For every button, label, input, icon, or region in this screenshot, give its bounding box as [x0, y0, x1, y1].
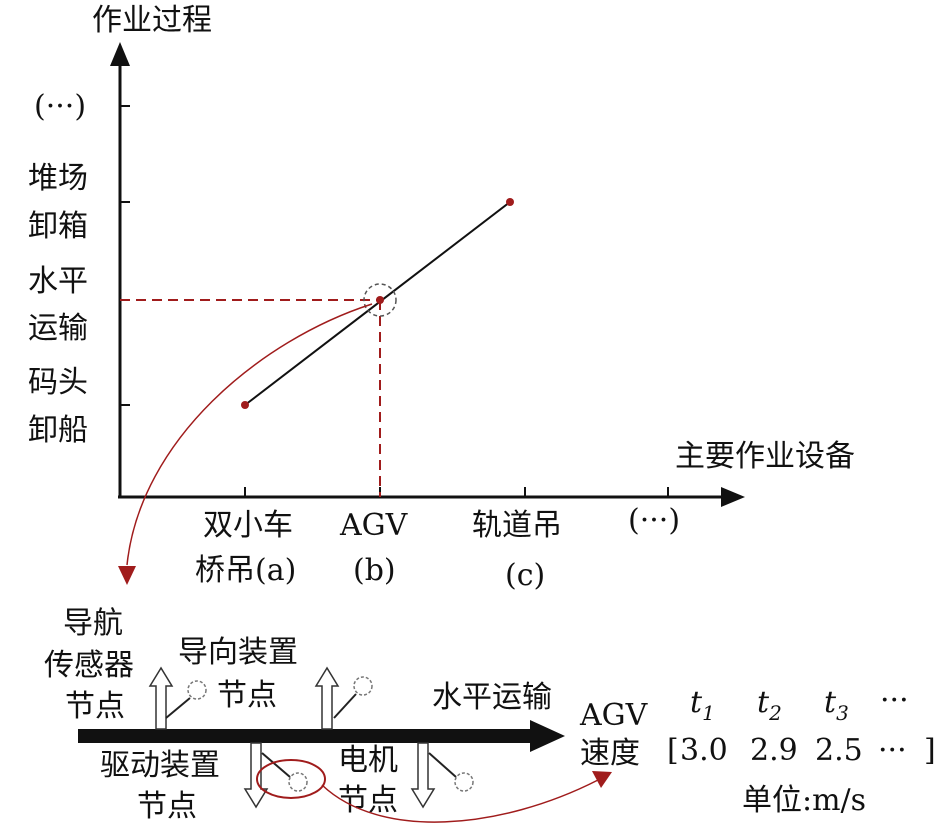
x-axis-title: 主要作业设备 — [675, 439, 855, 474]
main-arrow-label: 水平运输 — [432, 680, 552, 715]
node-drive-device: 驱动装置 节点 — [100, 742, 326, 824]
x-tick-label-3: (···) — [628, 503, 680, 538]
zoom-curve-arrowhead — [118, 566, 136, 585]
data-link-arrowhead — [592, 771, 612, 788]
y-tick-label-0-line-1: 码头 — [28, 365, 88, 400]
data-point-a — [241, 401, 249, 409]
node-label-line-1: 驱动装置 — [100, 748, 220, 783]
y-axis-title: 作业过程 — [92, 3, 212, 38]
node-circle-icon — [288, 772, 308, 792]
node-connector — [261, 752, 291, 778]
node-label-line-2: 传感器 — [44, 648, 134, 683]
speed-open-bracket: [ — [667, 733, 679, 768]
y-tick-label-3: (···) — [34, 89, 86, 124]
highlight-circle — [363, 283, 397, 317]
time-label-3: t3 — [824, 685, 849, 725]
node-label-line-1: 导航 — [63, 606, 123, 641]
speed-row-label-speed: 速度 — [580, 736, 640, 771]
y-tick-label-2-line-2: 卸箱 — [28, 209, 88, 244]
speed-unit: 单位:m/s — [742, 783, 866, 818]
x-tick-label-2-line-1: 轨道吊 — [472, 508, 562, 543]
highlight-ellipse — [256, 759, 326, 799]
node-label-line-1: 导向装置 — [178, 635, 298, 670]
y-tick-label-0-line-2: 卸船 — [28, 413, 88, 448]
node-label-line-2: 节点 — [137, 789, 197, 824]
node-connector — [428, 752, 457, 778]
speed-row-label-agv: AGV — [579, 698, 649, 733]
data-point-c — [506, 198, 514, 206]
speed-value-3: 2.5 — [815, 733, 863, 768]
zoom-curve-arrow — [126, 303, 373, 566]
time-label-2: t2 — [757, 685, 782, 725]
node-navigation-sensor: 导航 传感器 节点 — [44, 606, 207, 730]
top-chart: 作业过程 主要作业设备 码头 卸船 水平 运输 堆场 卸箱 (···) 双小车 … — [28, 3, 855, 593]
x-tick-label-1-line-1: AGV — [339, 508, 409, 543]
down-arrow-icon — [243, 742, 269, 809]
node-label-line-3: 节点 — [65, 689, 125, 724]
node-motor: 电机 节点 — [338, 742, 474, 818]
y-tick-label-2-line-1: 堆场 — [28, 161, 88, 196]
x-tick-label-1-line-2: (b) — [353, 553, 396, 588]
speed-close-bracket: ] — [924, 733, 936, 768]
time-label-1: t1 — [690, 685, 715, 725]
data-link-curve-arrow — [321, 779, 599, 823]
up-arrow-icon — [314, 666, 340, 730]
speed-table: AGV 速度 t1 t2 t3 ··· [ 3.0 2.9 2.5 ··· ] … — [579, 683, 936, 818]
main-flow-bar — [78, 729, 540, 743]
x-tick-label-0-line-2: 桥吊(a) — [195, 553, 296, 588]
y-tick-label-1-line-1: 水平 — [28, 264, 88, 299]
x-axis-arrowhead — [721, 487, 745, 507]
node-connector — [165, 697, 191, 719]
node-connector — [333, 693, 357, 719]
equipment-process-line — [244, 201, 511, 406]
node-circle-icon — [353, 676, 373, 696]
main-flow-arrowhead — [530, 720, 565, 752]
speed-value-ellipsis: ··· — [878, 733, 907, 768]
up-arrow-icon — [148, 666, 174, 730]
bottom-diagram: 水平运输 导航 传感器 节点 导向装置 节点 驱动装置 节点 — [44, 606, 936, 824]
speed-value-1: 3.0 — [680, 733, 728, 768]
x-tick-label-2-line-2: (c) — [505, 558, 545, 593]
node-circle-icon — [454, 772, 474, 792]
down-arrow-icon — [410, 742, 436, 809]
data-point-b — [376, 296, 384, 304]
node-circle-icon — [187, 680, 207, 700]
y-tick-label-1-line-2: 运输 — [28, 311, 88, 346]
time-label-ellipsis: ··· — [880, 683, 909, 718]
y-axis-arrowhead — [110, 42, 130, 66]
node-label-line-1: 电机 — [338, 743, 398, 778]
speed-value-2: 2.9 — [750, 733, 798, 768]
node-label-line-2: 节点 — [217, 678, 277, 713]
x-tick-label-0-line-1: 双小车 — [203, 508, 293, 543]
node-guidance-device: 导向装置 节点 — [178, 635, 373, 730]
